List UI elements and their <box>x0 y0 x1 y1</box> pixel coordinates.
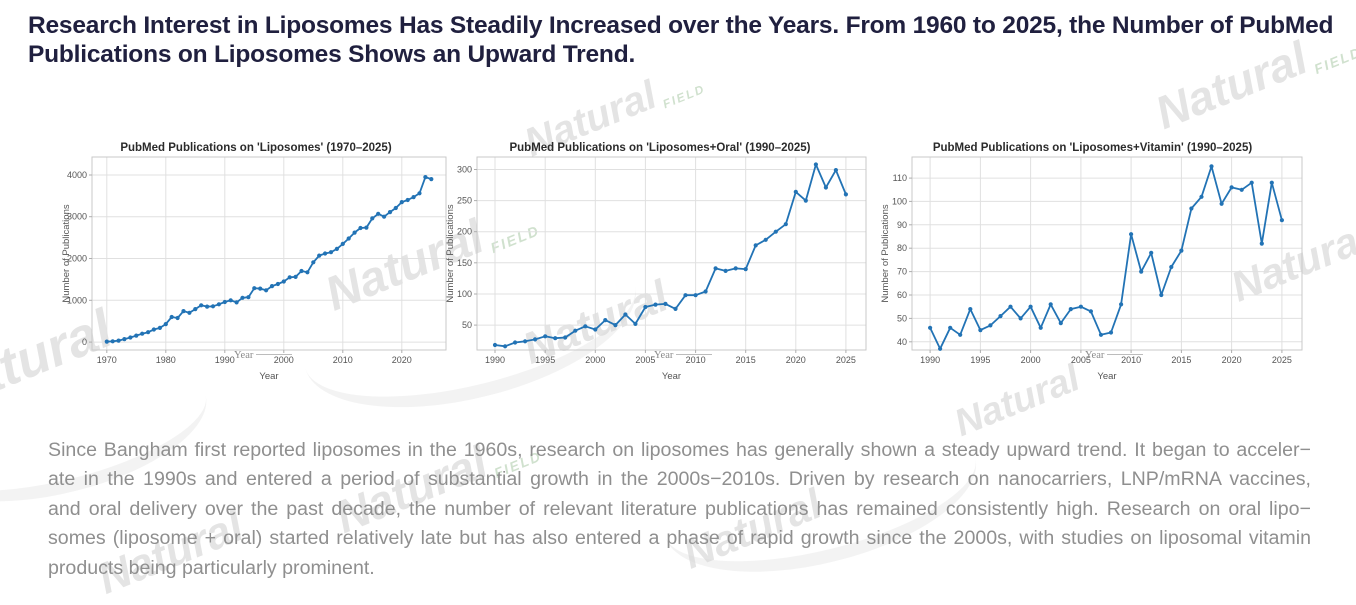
svg-text:70: 70 <box>897 267 907 277</box>
paragraph-line: and oral delivery over the past decade, … <box>48 497 1311 520</box>
serif-year-label: Year <box>1085 350 1143 361</box>
svg-text:1990: 1990 <box>485 355 505 365</box>
svg-text:150: 150 <box>457 258 472 268</box>
page-title: Research Interest in Liposomes Has Stead… <box>28 12 1334 68</box>
svg-text:1980: 1980 <box>156 355 176 365</box>
plot-area: 1990 1995 2000 2005 2010 2015 2020 202550100150… <box>445 156 867 382</box>
svg-text:200: 200 <box>457 227 472 237</box>
svg-text:110: 110 <box>893 173 907 183</box>
svg-text:100: 100 <box>457 289 472 299</box>
svg-text:Number of Publications: Number of Publications <box>61 204 72 302</box>
chart-liposomes-oral: PubMed Publications on 'Liposomes+Oral' … <box>440 133 880 385</box>
svg-text:40: 40 <box>897 337 907 347</box>
svg-text:300: 300 <box>457 165 472 175</box>
svg-text:Number of Publications: Number of Publications <box>445 204 456 302</box>
svg-text:100: 100 <box>892 196 907 206</box>
chart-title: PubMed Publications on 'Liposomes+Oral' … <box>509 142 811 154</box>
svg-text:2020: 2020 <box>786 355 806 365</box>
chart-liposomes-vitamin: PubMed Publications on 'Liposomes+Vitami… <box>875 133 1310 385</box>
svg-text:50: 50 <box>462 320 472 330</box>
chart-title: PubMed Publications on 'Liposomes' (1970… <box>120 142 392 154</box>
svg-text:2015: 2015 <box>1171 355 1191 365</box>
svg-text:2010: 2010 <box>333 355 353 365</box>
svg-text:3000: 3000 <box>67 212 87 222</box>
svg-text:2000: 2000 <box>1021 355 1041 365</box>
svg-text:60: 60 <box>897 290 907 300</box>
svg-text:2020: 2020 <box>392 355 412 365</box>
svg-text:2020: 2020 <box>1222 355 1242 365</box>
paragraph-line: somes (liposome + oral) started relative… <box>48 527 1311 550</box>
serif-year-label: Year <box>654 350 712 361</box>
chart-liposomes: PubMed Publications on 'Liposomes' (1970… <box>56 133 456 385</box>
svg-text:50: 50 <box>897 313 907 323</box>
serif-year-label: Year <box>234 350 292 361</box>
svg-text:80: 80 <box>897 243 907 253</box>
paragraph-line: ate in the 1990s and entered a period of… <box>48 468 1311 491</box>
svg-text:2005: 2005 <box>635 355 655 365</box>
plot-area: 1990 1995 2000 2005 2010 2015 2020 202540506070… <box>880 156 1303 382</box>
svg-text:Number of Publications: Number of Publications <box>880 204 891 302</box>
svg-text:90: 90 <box>897 220 907 230</box>
svg-text:Year: Year <box>259 371 278 382</box>
svg-text:2000: 2000 <box>585 355 605 365</box>
svg-text:250: 250 <box>457 196 472 206</box>
svg-text:1990: 1990 <box>920 355 940 365</box>
svg-text:2025: 2025 <box>1272 355 1292 365</box>
svg-text:2005: 2005 <box>1071 355 1091 365</box>
svg-text:Year: Year <box>662 371 681 382</box>
svg-text:1995: 1995 <box>535 355 555 365</box>
svg-text:1970: 1970 <box>97 355 117 365</box>
caption-paragraph: Since Bangham first reported liposomes i… <box>48 436 1311 583</box>
svg-text:4000: 4000 <box>67 170 87 180</box>
chart-title: PubMed Publications on 'Liposomes+Vitami… <box>932 142 1253 154</box>
svg-text:2015: 2015 <box>736 355 756 365</box>
paragraph-line: Since Bangham first reported liposomes i… <box>48 439 1311 461</box>
svg-text:2025: 2025 <box>836 355 856 365</box>
svg-text:2000: 2000 <box>67 254 87 264</box>
svg-text:Year: Year <box>1097 371 1116 382</box>
svg-text:0: 0 <box>82 337 87 347</box>
svg-text:1000: 1000 <box>67 295 87 305</box>
paragraph-line: products being particularly prominent. <box>48 556 375 579</box>
svg-text:1995: 1995 <box>970 355 990 365</box>
svg-text:1990: 1990 <box>215 355 235 365</box>
